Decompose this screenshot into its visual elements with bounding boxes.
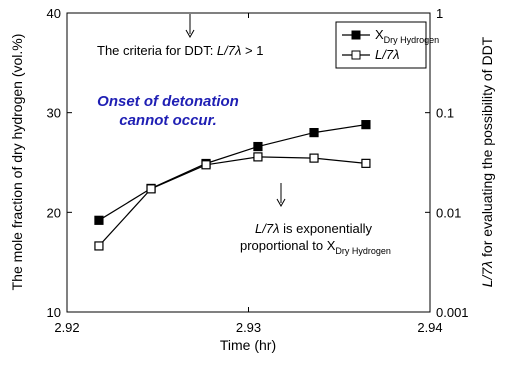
y2-tick-label: 0.1 — [436, 106, 454, 121]
legend-label: L/7λ — [375, 47, 399, 62]
marker — [253, 141, 263, 152]
x-tick-label: 2.93 — [236, 320, 261, 335]
legend-name: L/7λ — [375, 47, 399, 62]
legend-name: X — [375, 27, 384, 42]
x-tick-label: 2.94 — [417, 320, 442, 335]
y-axis-label: The mole fraction of dry hydrogen (vol.%… — [9, 34, 25, 291]
annotation: cannot occur. — [119, 112, 217, 129]
annotation: The criteria for DDT: L/7λ > 1 — [97, 43, 263, 58]
y2-tick-label: 1 — [436, 6, 443, 21]
arrow-head — [276, 198, 286, 208]
annotation: proportional to XDry Hydrogen — [240, 238, 391, 256]
annotation: L/7λ is exponentially — [255, 221, 372, 236]
y-tick-label: 30 — [47, 106, 61, 121]
legend-label: XDry Hydrogen — [375, 27, 439, 45]
x-axis-label: Time (hr) — [220, 337, 276, 353]
y-tick-label: 20 — [47, 205, 61, 220]
marker — [253, 152, 263, 162]
marker — [146, 184, 156, 194]
y-tick-label: 40 — [47, 6, 61, 21]
annotation: Onset of detonation — [97, 93, 239, 110]
legend-subscript: Dry Hydrogen — [384, 35, 440, 45]
legend — [335, 21, 427, 69]
line — [98, 124, 367, 221]
line — [98, 156, 366, 247]
marker — [201, 160, 211, 170]
x-tick-label: 2.92 — [54, 320, 79, 335]
legend-marker — [351, 30, 361, 40]
marker — [309, 153, 319, 163]
marker — [94, 215, 104, 225]
y2-tick-label: 0.01 — [436, 205, 461, 220]
y2-axis-label: L/7λ for evaluating the possibility of D… — [479, 36, 495, 287]
y-tick-label: 10 — [47, 305, 61, 320]
marker — [309, 128, 319, 138]
marker — [361, 158, 371, 168]
arrow-head — [185, 29, 195, 39]
marker — [361, 120, 371, 130]
y2-tick-label: 0.001 — [436, 305, 469, 320]
legend-marker — [351, 50, 361, 60]
marker — [94, 241, 104, 251]
